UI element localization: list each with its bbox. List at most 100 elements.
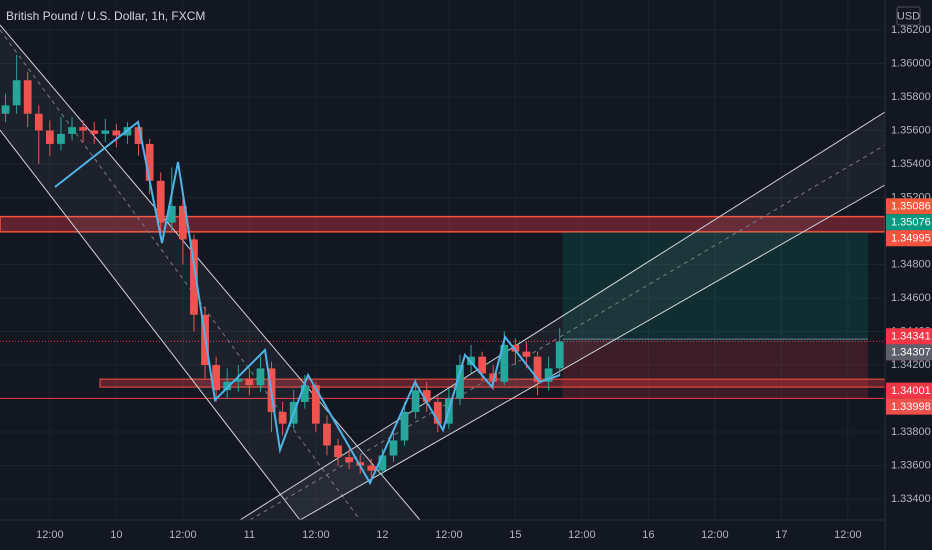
candle-body [167, 205, 176, 223]
price-tag-box [886, 398, 932, 415]
grid [0, 0, 885, 520]
y-tick-label: 1.35400 [891, 158, 931, 170]
candle-body [311, 385, 320, 424]
x-tick-label: 12:00 [36, 529, 64, 541]
price-tag-box [886, 344, 932, 361]
price-tag: 1.35076 [886, 214, 932, 231]
y-tick-label: 1.35600 [891, 124, 931, 136]
candle-body [345, 457, 354, 463]
candle-body [522, 351, 531, 357]
candle-body [223, 381, 232, 391]
candle-body [234, 378, 243, 382]
price-tag-box [886, 382, 932, 399]
y-tick-label: 1.33400 [891, 493, 931, 505]
candle-body [23, 80, 32, 114]
price-tag: 1.33998 [886, 398, 932, 415]
candle-body [156, 180, 165, 223]
stop-zone [562, 341, 868, 399]
chart-title: British Pound / U.S. Dollar, 1h, FXCM [6, 9, 205, 23]
candle-body [389, 440, 398, 456]
price-tag-label: 1.34001 [891, 385, 931, 397]
candle-body [422, 390, 431, 402]
price-tag-label: 1.34307 [891, 347, 931, 359]
price-tag-box [886, 214, 932, 231]
y-tick-label: 1.36000 [891, 57, 931, 69]
price-tag-label: 1.34341 [891, 331, 931, 343]
channel-line [0, 129, 301, 521]
price-tag-box [886, 230, 932, 247]
currency: USD [897, 10, 920, 22]
candle-body [356, 462, 365, 466]
price-tag: 1.34307 [886, 344, 932, 361]
candle-body [112, 130, 121, 136]
candle-body [533, 356, 542, 382]
x-tick-label: 16 [642, 529, 654, 541]
candle-body [68, 127, 76, 134]
candle-body [367, 465, 376, 471]
candle-body [245, 378, 254, 386]
candle-body [555, 341, 564, 369]
x-tick-label: 10 [110, 529, 122, 541]
y-tick-label: 1.36200 [891, 24, 931, 36]
price-tag-label: 1.33998 [891, 401, 931, 413]
candle-body [79, 127, 88, 131]
price-tag-label: 1.35086 [891, 201, 931, 213]
candle-body [478, 356, 487, 374]
x-tick-label: 12 [376, 529, 388, 541]
price-axis [885, 0, 932, 550]
candle-body [101, 130, 110, 134]
candle-body [511, 344, 520, 352]
x-tick-label: 12:00 [435, 529, 463, 541]
x-tick-label: 11 [244, 529, 255, 541]
candle-body [278, 411, 287, 424]
candle-body [90, 130, 99, 134]
candle-body [178, 205, 187, 240]
x-tick-label: 12:00 [568, 529, 596, 541]
y-tick-label: 1.33800 [891, 426, 931, 438]
x-tick-label: 17 [775, 529, 787, 541]
y-tick-label: 1.34200 [891, 359, 931, 371]
y-tick-label: 1.34800 [891, 258, 931, 270]
candle-body [544, 368, 553, 382]
currency-box[interactable] [896, 6, 921, 26]
x-tick-label: 12:00 [302, 529, 330, 541]
y-tick-label: 1.35800 [891, 91, 931, 103]
price-tag-label: 1.34995 [891, 233, 931, 245]
candle-body [1, 105, 10, 114]
candle-body [300, 385, 309, 402]
price-tag: 1.34001 [886, 382, 932, 399]
channel-line [239, 111, 886, 521]
candle-body [212, 365, 221, 391]
candle-body [12, 80, 21, 106]
channel-mid [0, 29, 361, 521]
y-tick-label: 1.33600 [891, 459, 931, 471]
candle-body [45, 130, 54, 144]
candle-body [500, 344, 509, 382]
candle-body [34, 113, 43, 131]
candle-body [400, 411, 409, 441]
x-tick-label: 12:00 [169, 529, 197, 541]
price-tag: 1.34995 [886, 230, 932, 247]
candle-body [411, 390, 420, 412]
target-zone [562, 231, 868, 342]
price-tag-label: 1.35076 [891, 217, 931, 229]
channel-line [0, 24, 421, 521]
zigzag [54, 120, 561, 486]
x-tick-label: 15 [509, 529, 521, 541]
price-tag: 1.35086 [886, 198, 932, 215]
candle-body [433, 401, 442, 424]
candle-body [145, 143, 154, 181]
y-tick-label: 1.34600 [891, 292, 931, 304]
candle-body [456, 365, 464, 399]
candle-body [134, 127, 143, 144]
x-tick-label: 12:00 [834, 529, 862, 541]
candle-body [334, 445, 342, 458]
candle-body [489, 373, 498, 382]
candle-body [256, 368, 265, 386]
channel-line [299, 184, 886, 521]
x-tick-label: 12:00 [701, 529, 729, 541]
candle-body [190, 239, 198, 315]
candle-body [57, 133, 65, 144]
